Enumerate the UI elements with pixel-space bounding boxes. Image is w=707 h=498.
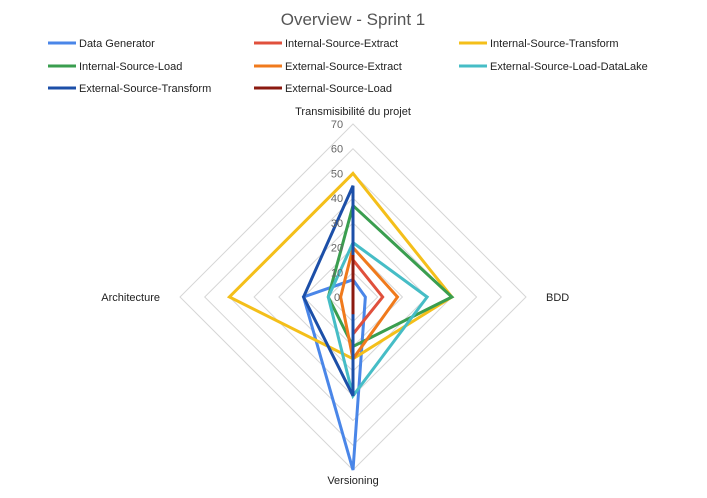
tick-label-60: 60 bbox=[331, 144, 343, 156]
legend-label-0: Data Generator bbox=[79, 38, 155, 50]
tick-label-20: 20 bbox=[331, 243, 343, 255]
series-line-4 bbox=[339, 244, 400, 363]
tick-label-10: 10 bbox=[331, 267, 343, 279]
axis-label-0: Transmisibilité du projet bbox=[295, 106, 411, 118]
tick-label-0: 0 bbox=[334, 292, 340, 304]
series-layer bbox=[226, 171, 455, 471]
legend-label-7: External-Source-Load bbox=[285, 83, 392, 95]
legend-label-4: External-Source-Extract bbox=[285, 61, 402, 73]
series-line-0 bbox=[301, 277, 367, 471]
axis-label-1: BDD bbox=[546, 292, 569, 304]
tick-label-30: 30 bbox=[331, 218, 343, 230]
tick-layer: 0 10 20 30 40 50 60 70 bbox=[331, 119, 343, 304]
legend-label-5: External-Source-Load-DataLake bbox=[490, 61, 648, 73]
legend-label-6: External-Source-Transform bbox=[79, 83, 211, 95]
grid-ring-60 bbox=[204, 148, 502, 446]
chart-title: Overview - Sprint 1 bbox=[281, 10, 426, 29]
legend-label-2: Internal-Source-Transform bbox=[490, 38, 619, 50]
axis-label-layer: Transmisibilité du projet BDD Versioning Ar… bbox=[101, 106, 569, 487]
axis-label-2: Versioning bbox=[327, 475, 378, 487]
axis-label-3: Architecture bbox=[101, 292, 160, 304]
tick-label-70: 70 bbox=[331, 119, 343, 131]
legend-label-1: Internal-Source-Extract bbox=[285, 38, 398, 50]
legend: Data Generator Internal-Source-Extract Int… bbox=[48, 38, 648, 95]
tick-label-50: 50 bbox=[331, 168, 343, 180]
legend-label-3: Internal-Source-Load bbox=[79, 61, 182, 73]
tick-label-40: 40 bbox=[331, 193, 343, 205]
